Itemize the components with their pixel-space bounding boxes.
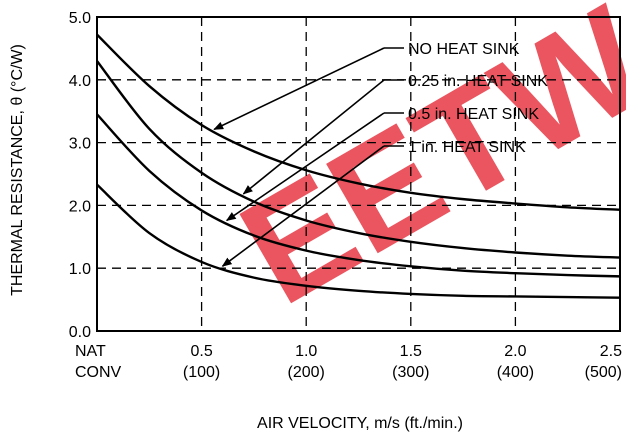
x-tick-sublabel: (400): [497, 364, 534, 381]
y-tick-label: 4.0: [69, 73, 91, 90]
curves: [96, 33, 621, 299]
annotation-label: 0.5 in. HEAT SINK: [408, 106, 539, 123]
y-tick-label: 1.0: [69, 261, 91, 278]
y-tick-labels: 0.0 1.0 2.0 3.0 4.0 5.0: [69, 10, 91, 341]
x-tick-label: 1.5: [400, 343, 422, 360]
series-line-3: [96, 183, 621, 299]
x-tick-label: NAT: [75, 343, 106, 360]
annotation-arrow: [221, 145, 385, 267]
x-tick-sublabel: CONV: [75, 364, 122, 381]
y-tick-label: 2.0: [69, 198, 91, 215]
annotation-arrow: [213, 47, 385, 131]
series-line-2: [96, 113, 621, 278]
series-line-0: [96, 33, 621, 211]
annotation-label: 0.25 in. HEAT SINK: [408, 73, 548, 90]
x-tick-label: 0.5: [190, 343, 212, 360]
y-tick-label: 5.0: [69, 10, 91, 27]
x-tick-label: 1.0: [295, 343, 317, 360]
x-tick-label: 2.5: [600, 343, 622, 360]
x-tick-sublabel: (100): [183, 364, 220, 381]
x-tick-sublabel: (300): [392, 364, 429, 381]
plot-frame: [96, 16, 621, 332]
annotation-label: 1 in. HEAT SINK: [408, 139, 526, 156]
x-tick-label: 2.0: [504, 343, 526, 360]
series-line-1: [96, 60, 621, 259]
x-tick-sublabel: (200): [288, 364, 325, 381]
annotations: NO HEAT SINK 0.25 in. HEAT SINK 0.5 in. HE…: [213, 41, 548, 267]
annotation-arrow: [225, 112, 385, 222]
y-tick-label: 0.0: [69, 324, 91, 341]
x-axis-title: AIR VELOCITY, m/s (ft./min.): [257, 415, 463, 432]
annotation-label: NO HEAT SINK: [408, 41, 520, 58]
x-tick-sublabel: (500): [585, 364, 622, 381]
y-axis-title: THERMAL RESISTANCE, θ (°C/W): [9, 44, 26, 296]
y-tick-label: 3.0: [69, 136, 91, 153]
x-tick-labels: NAT CONV 0.5 (100) 1.0 (200) 1.5 (300) 2.0 (400) 2…: [75, 343, 622, 381]
annotation-arrow: [242, 79, 385, 195]
